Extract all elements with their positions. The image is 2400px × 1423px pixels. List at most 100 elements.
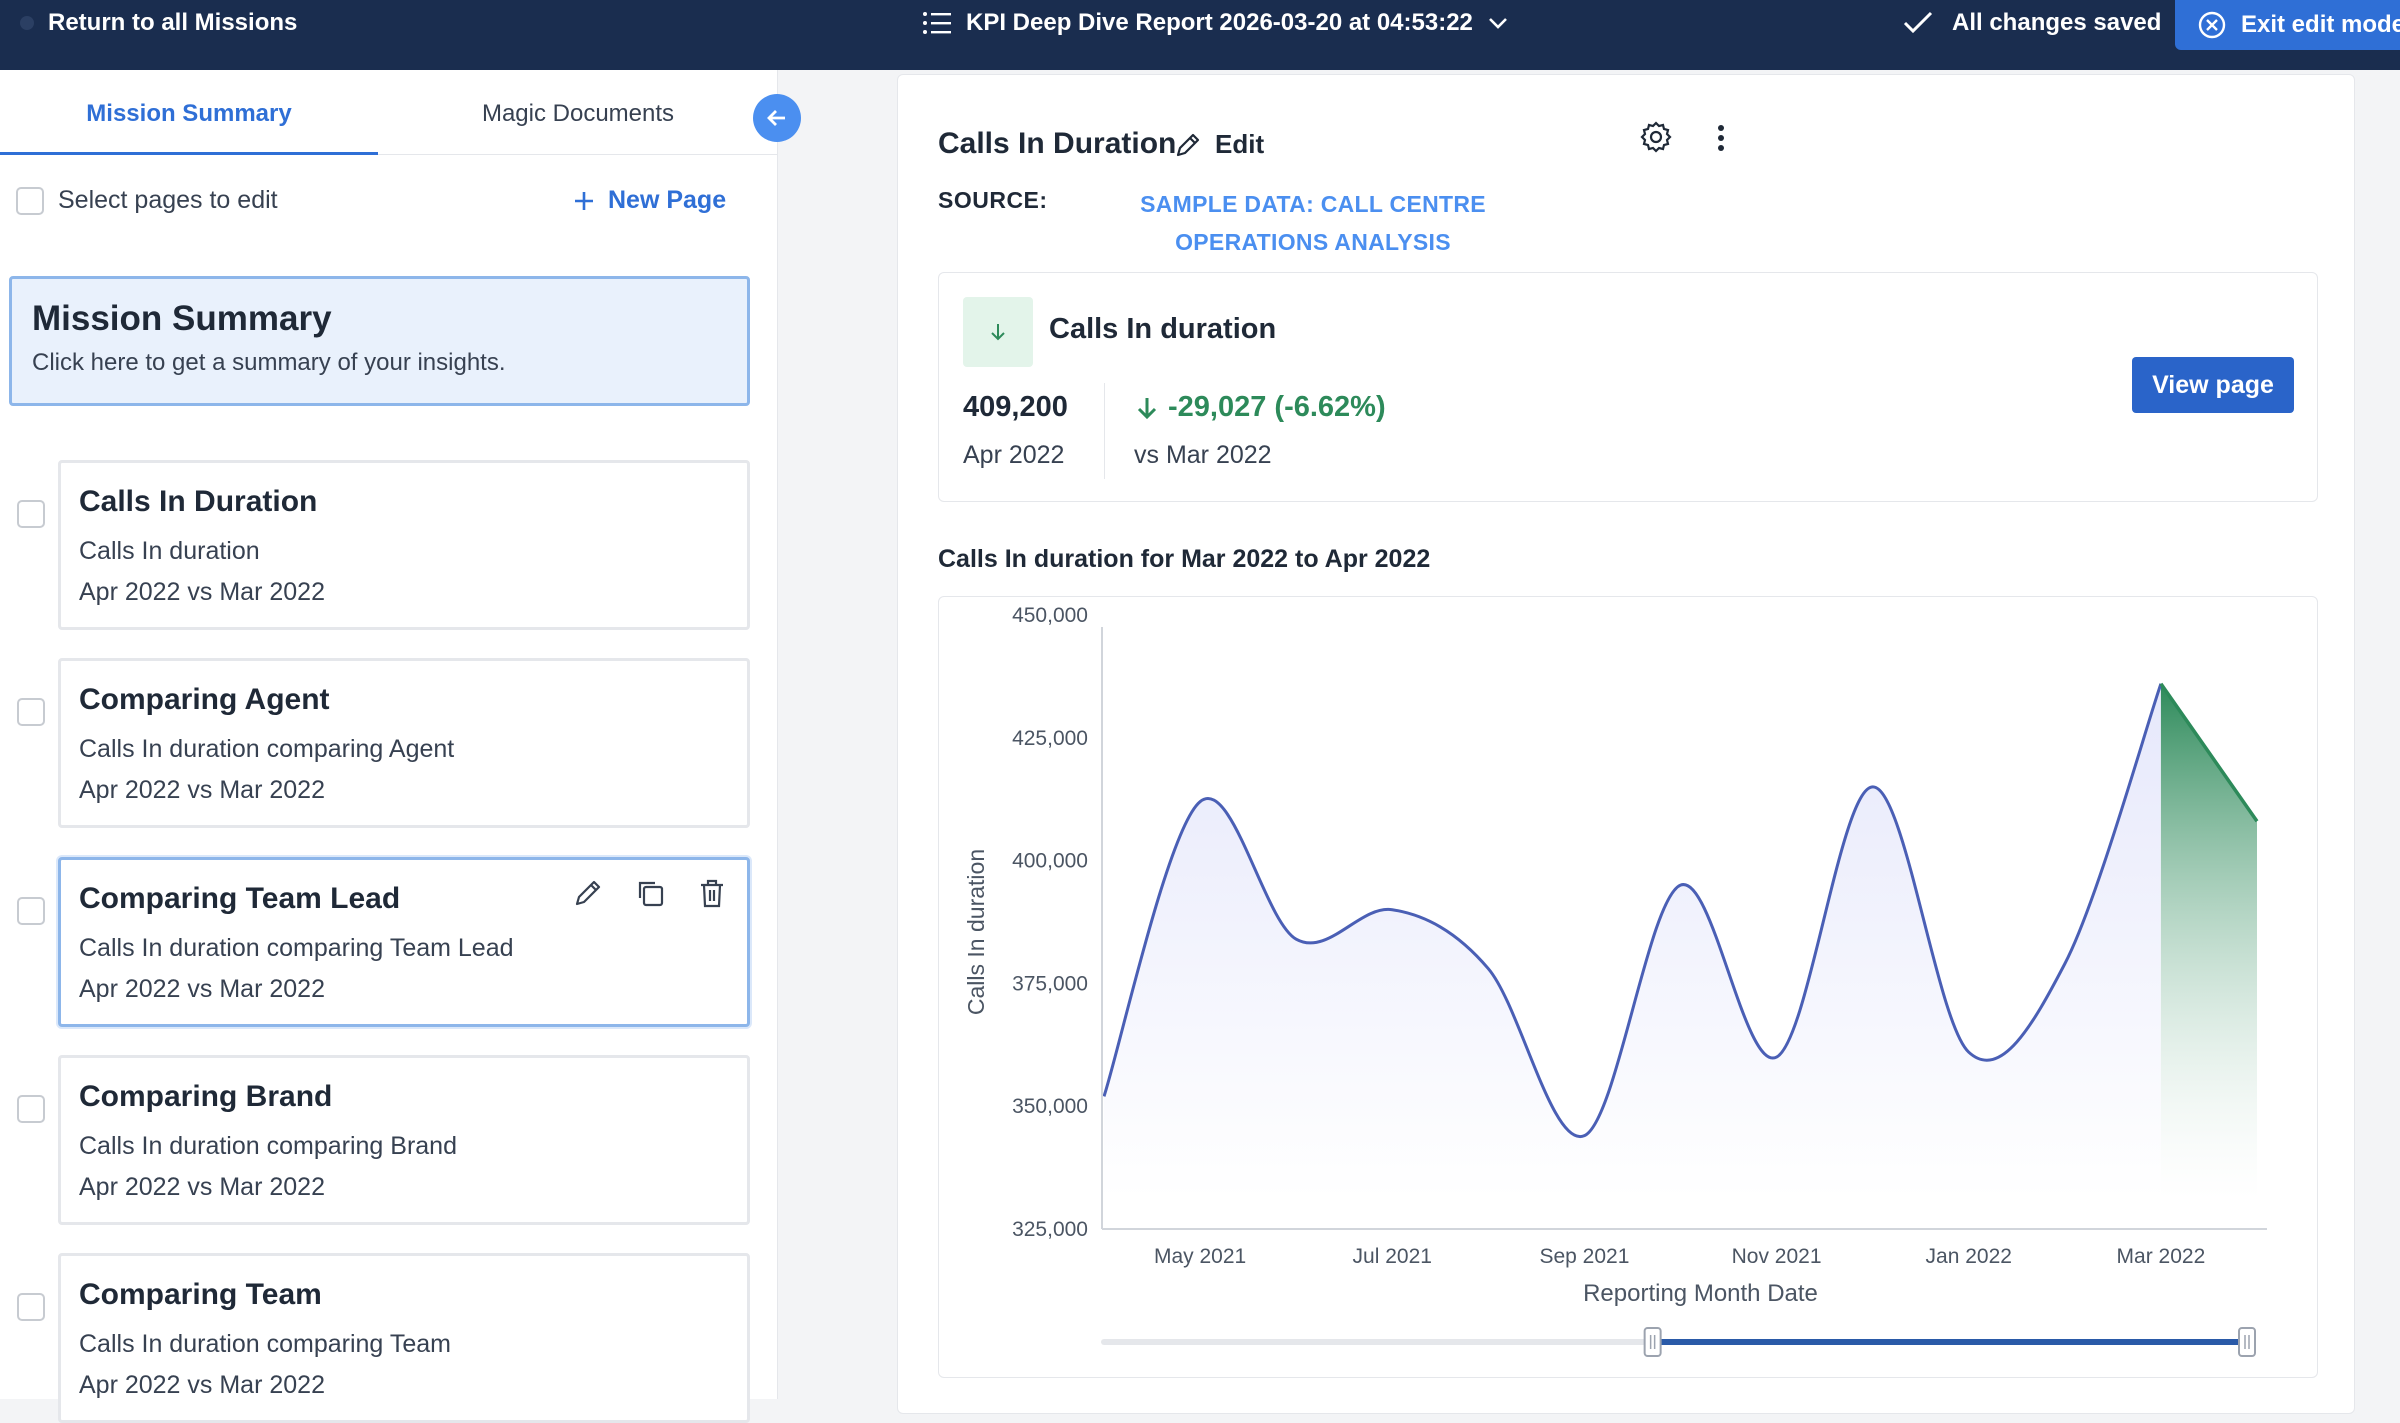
area-fill bbox=[1104, 683, 2161, 1199]
y-tick-label: 350,000 bbox=[1012, 1095, 1088, 1118]
collapse-sidebar-button[interactable] bbox=[753, 94, 801, 142]
check-icon bbox=[1903, 11, 1933, 34]
page-card-title: Comparing Team bbox=[79, 1278, 322, 1311]
view-page-button[interactable]: View page bbox=[2132, 357, 2294, 413]
area-chart: 450,000 425,000 400,000 375,000 350,000 325,0… bbox=[963, 604, 2267, 1357]
top-bar: Return to all Missions KPI Deep Dive Rep… bbox=[0, 0, 2400, 70]
plus-icon bbox=[575, 191, 593, 210]
y-axis-title: Calls In duration bbox=[963, 849, 989, 1015]
chart-card: 450,000 425,000 400,000 375,000 350,000 325,0… bbox=[938, 596, 2318, 1378]
page-card[interactable]: Comparing Brand Calls In duration compar… bbox=[58, 1055, 750, 1225]
page-checkbox[interactable] bbox=[17, 698, 45, 726]
x-axis-title: Reporting Month Date bbox=[1583, 1280, 1818, 1307]
page-checkbox[interactable] bbox=[17, 1095, 45, 1123]
return-to-missions-link[interactable]: Return to all Missions bbox=[20, 0, 297, 46]
tab-magic-documents[interactable]: Magic Documents bbox=[481, 100, 675, 127]
save-status-label: All changes saved bbox=[1952, 9, 2162, 36]
range-slider-start-handle[interactable] bbox=[1643, 1327, 1662, 1357]
page-card[interactable]: Calls In Duration Calls In duration Apr … bbox=[58, 460, 750, 630]
page-checkbox[interactable] bbox=[17, 1293, 45, 1321]
page-card-period: Apr 2022 vs Mar 2022 bbox=[79, 578, 325, 606]
y-tick-label: 400,000 bbox=[1012, 850, 1088, 873]
report-title: KPI Deep Dive Report 2026-03-20 at 04:53… bbox=[966, 9, 1473, 36]
page-card-title: Comparing Agent bbox=[79, 683, 330, 716]
return-label: Return to all Missions bbox=[48, 9, 298, 36]
series-line bbox=[1102, 683, 2163, 1138]
sidebar: Mission Summary Magic Documents Select p… bbox=[0, 70, 801, 1423]
back-icon bbox=[20, 16, 34, 30]
kpi-period: Apr 2022 bbox=[963, 441, 1065, 469]
tab-divider bbox=[0, 154, 778, 155]
page-card-metric: Calls In duration comparing Team Lead bbox=[79, 934, 514, 962]
kpi-compare-period: vs Mar 2022 bbox=[1134, 441, 1272, 469]
gear-icon[interactable] bbox=[1638, 119, 1674, 155]
page-card-metric: Calls In duration comparing Agent bbox=[79, 735, 455, 763]
report-title-dropdown[interactable]: KPI Deep Dive Report 2026-03-20 at 04:53… bbox=[922, 0, 1509, 46]
page-title: Calls In Duration bbox=[938, 127, 1177, 160]
page-card-period: Apr 2022 vs Mar 2022 bbox=[79, 776, 325, 804]
page-row: Comparing Team Lead Calls In duration co… bbox=[0, 857, 778, 1027]
kpi-name: Calls In duration bbox=[1049, 313, 1277, 345]
trend-down-badge bbox=[963, 297, 1033, 367]
more-options-icon[interactable] bbox=[1713, 123, 1729, 155]
mission-summary-subtitle: Click here to get a summary of your insi… bbox=[32, 349, 506, 376]
tab-mission-summary[interactable]: Mission Summary bbox=[86, 100, 292, 127]
page-card-metric: Calls In duration bbox=[79, 537, 260, 565]
kpi-card: Calls In duration 409,200 Apr 2022 -29,0… bbox=[938, 272, 2318, 502]
range-slider-end-handle[interactable] bbox=[2238, 1327, 2256, 1357]
source-link[interactable]: SAMPLE DATA: CALL CENTRE OPERATIONS ANAL… bbox=[1140, 191, 1486, 255]
close-circle-icon bbox=[2198, 11, 2226, 39]
page-card-period: Apr 2022 vs Mar 2022 bbox=[79, 975, 325, 1003]
page-row: Comparing Team Calls In duration compari… bbox=[0, 1253, 778, 1423]
page-card[interactable]: Comparing Team Lead Calls In duration co… bbox=[58, 857, 750, 1027]
y-tick-label: 375,000 bbox=[1012, 972, 1088, 995]
page-card-period: Apr 2022 vs Mar 2022 bbox=[79, 1371, 325, 1399]
kpi-divider bbox=[1104, 383, 1105, 479]
select-pages-row[interactable]: Select pages to edit bbox=[16, 186, 278, 215]
exit-edit-mode-label: Exit edit mode bbox=[2241, 11, 2400, 38]
x-tick-label: May 2021 bbox=[1154, 1245, 1246, 1268]
y-tick-label: 425,000 bbox=[1012, 727, 1088, 750]
kpi-delta-value: -29,027 (-6.62%) bbox=[1168, 391, 1386, 423]
duplicate-icon[interactable] bbox=[633, 876, 667, 910]
page-row: Comparing Agent Calls In duration compar… bbox=[0, 658, 778, 828]
y-tick-label: 450,000 bbox=[1012, 604, 1088, 627]
page-checkbox[interactable] bbox=[17, 500, 45, 528]
page-card-metric: Calls In duration comparing Brand bbox=[79, 1132, 457, 1160]
trash-icon[interactable] bbox=[695, 876, 729, 910]
edit-label: Edit bbox=[1215, 129, 1265, 159]
page-row: Calls In Duration Calls In duration Apr … bbox=[0, 460, 778, 630]
exit-edit-mode-button[interactable]: Exit edit mode bbox=[2175, 0, 2400, 50]
page-row: Comparing Brand Calls In duration compar… bbox=[0, 1055, 778, 1225]
mission-summary-card[interactable]: Mission Summary Click here to get a summ… bbox=[9, 276, 750, 406]
pencil-icon[interactable] bbox=[571, 876, 605, 910]
arrow-down-icon bbox=[1137, 397, 1157, 419]
page-card[interactable]: Comparing Team Calls In duration compari… bbox=[58, 1253, 750, 1423]
main-panel: Calls In Duration Edit SOURCE: SAMPLE DA… bbox=[897, 74, 2355, 1414]
mission-summary-title: Mission Summary bbox=[32, 299, 332, 338]
page-card-title: Comparing Brand bbox=[79, 1080, 333, 1113]
chart-heading: Calls In duration for Mar 2022 to Apr 20… bbox=[938, 545, 1431, 573]
pencil-icon bbox=[1176, 133, 1200, 156]
highlight-series-line bbox=[2159, 682, 2259, 823]
arrow-left-icon bbox=[767, 110, 785, 126]
active-tab-indicator bbox=[0, 152, 378, 155]
page-card[interactable]: Comparing Agent Calls In duration compar… bbox=[58, 658, 750, 828]
page-card-title: Comparing Team Lead bbox=[79, 882, 401, 915]
x-tick-label: Jan 2022 bbox=[1926, 1245, 2012, 1268]
kpi-delta: -29,027 (-6.62%) bbox=[1134, 391, 1386, 424]
page-card-actions bbox=[571, 876, 729, 910]
page-card-period: Apr 2022 vs Mar 2022 bbox=[79, 1173, 325, 1201]
page-card-metric: Calls In duration comparing Team bbox=[79, 1330, 451, 1358]
save-status: All changes saved bbox=[1902, 0, 2161, 46]
page-checkbox[interactable] bbox=[17, 897, 45, 925]
new-page-button[interactable]: New Page bbox=[572, 186, 726, 215]
select-pages-label: Select pages to edit bbox=[58, 186, 278, 214]
highlight-area-fill bbox=[2160, 683, 2257, 1199]
kpi-value: 409,200 bbox=[963, 391, 1068, 423]
select-pages-checkbox[interactable] bbox=[16, 186, 44, 215]
x-tick-label: Sep 2021 bbox=[1539, 1245, 1629, 1268]
list-icon bbox=[923, 12, 951, 34]
edit-title-button[interactable]: Edit bbox=[1173, 129, 1264, 160]
x-tick-label: Mar 2022 bbox=[2117, 1245, 2206, 1268]
